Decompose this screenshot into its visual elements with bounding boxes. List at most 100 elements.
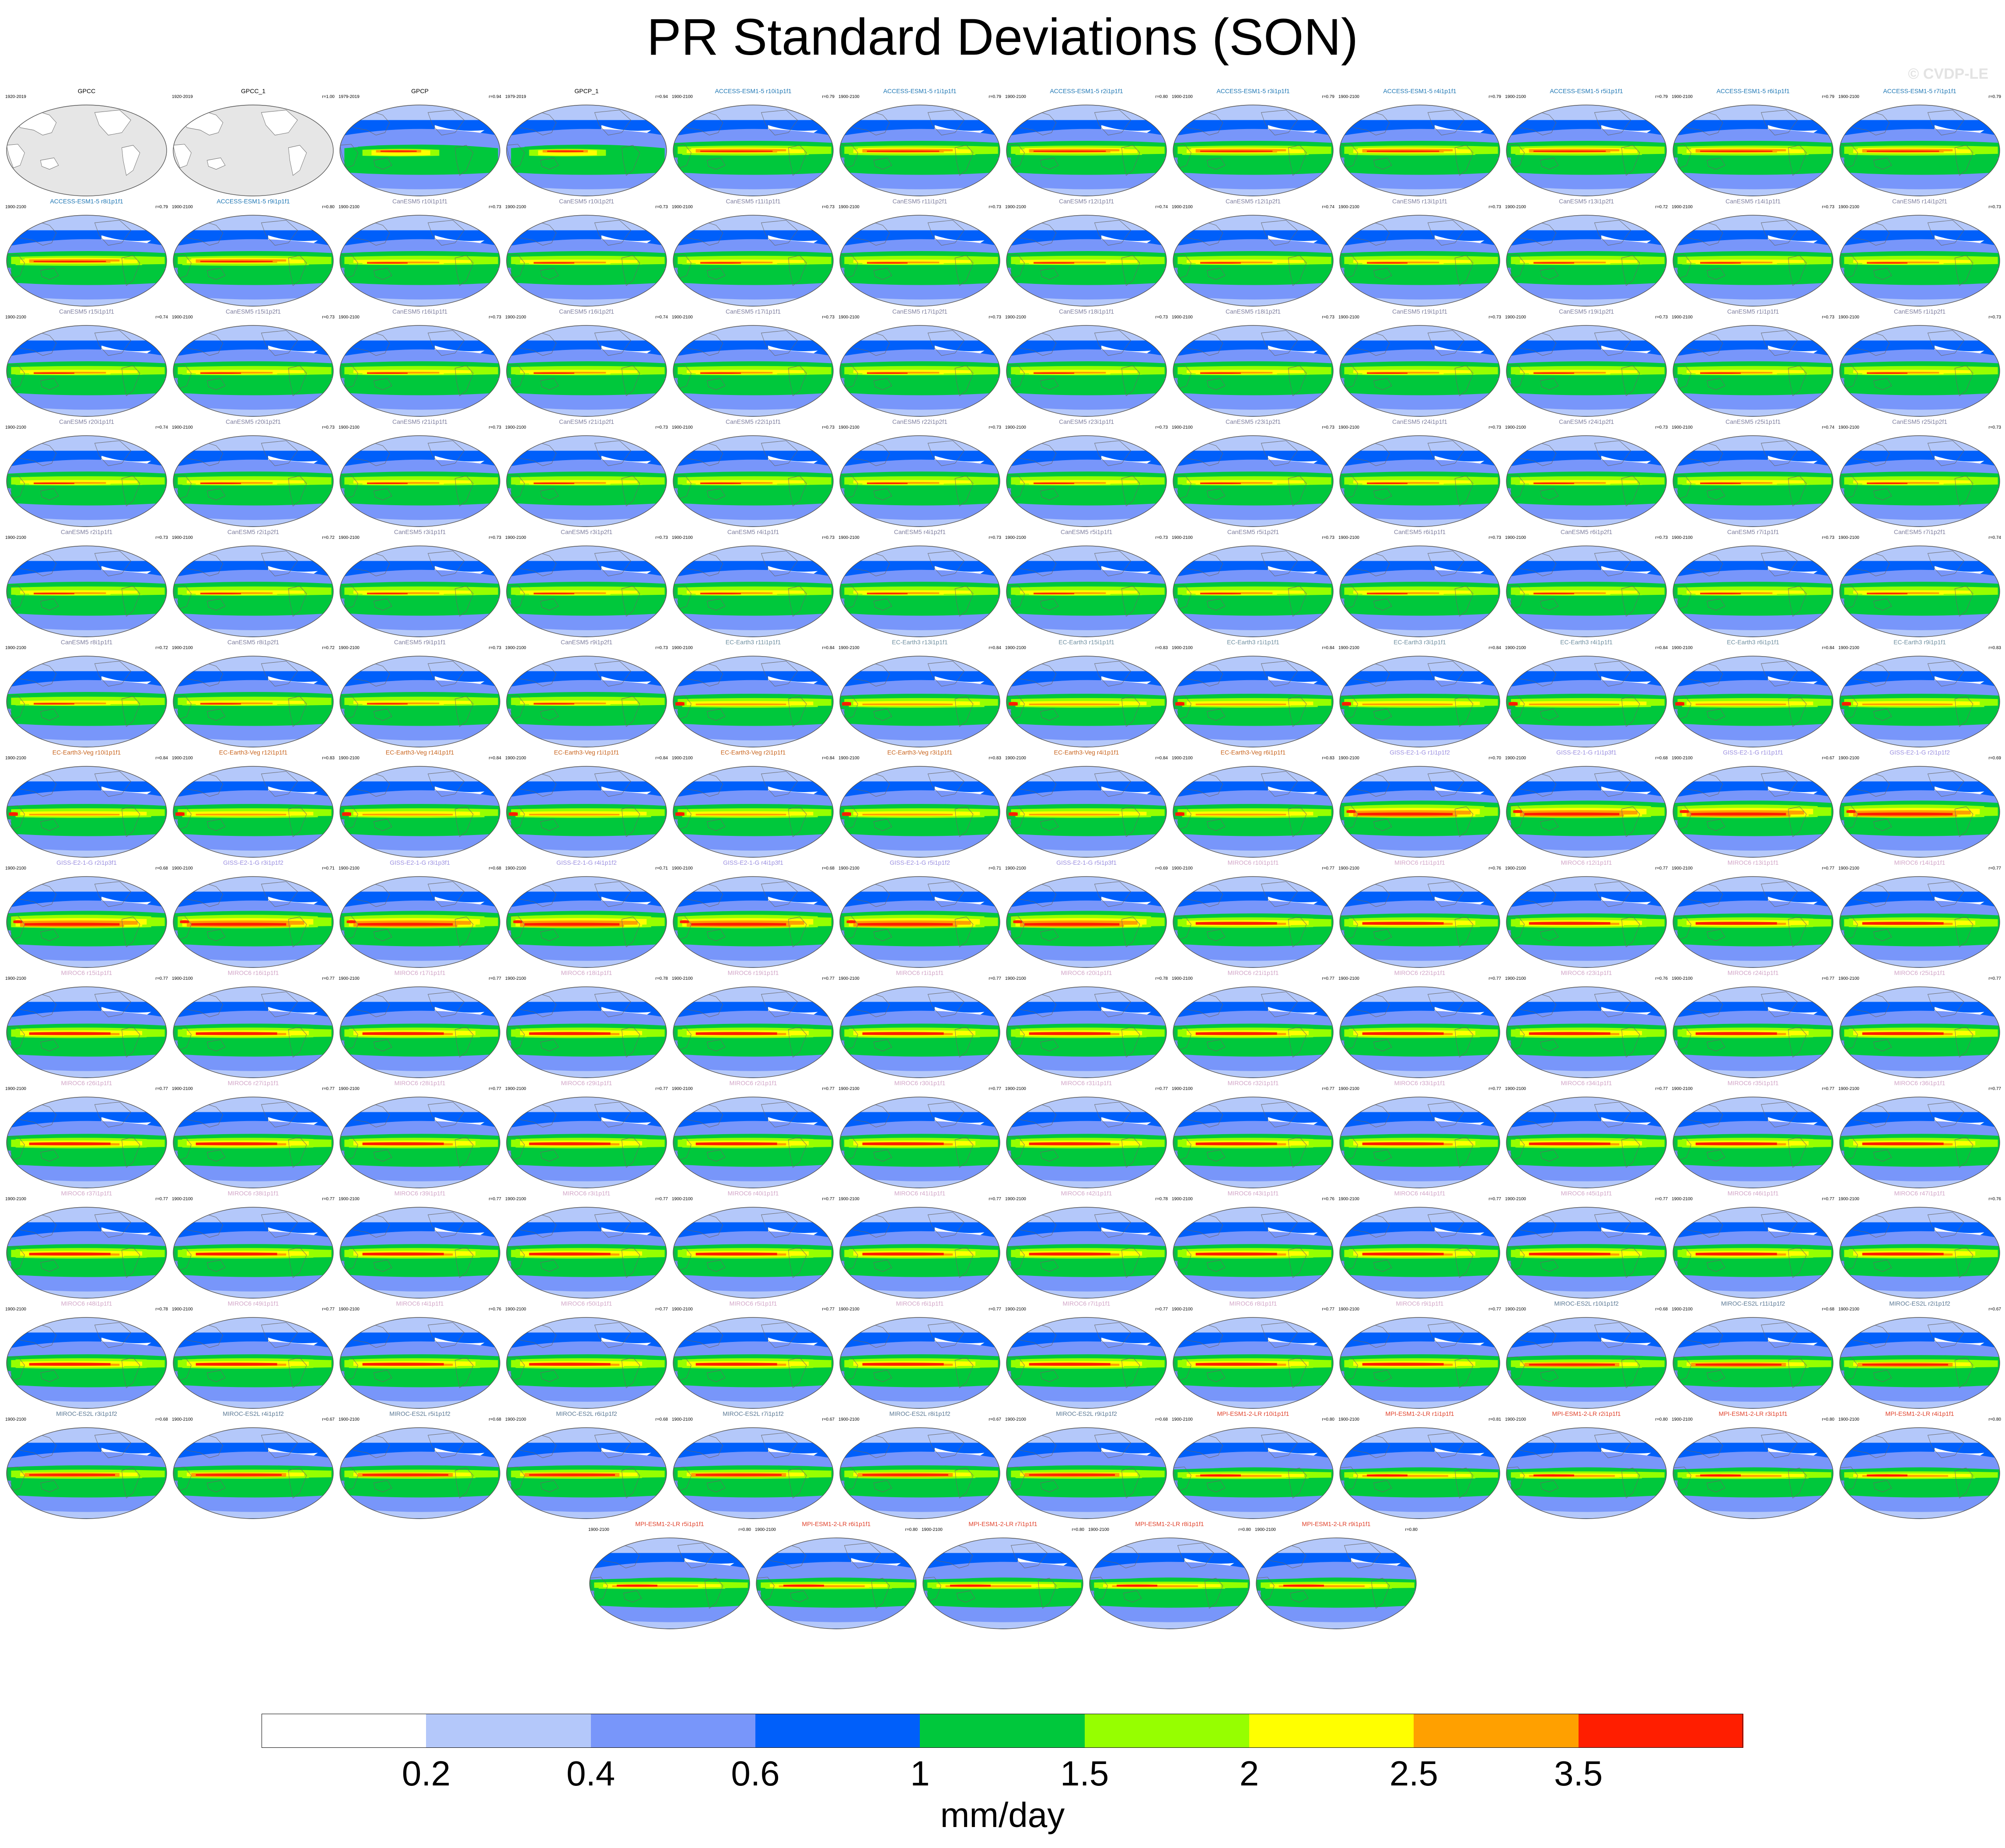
map-panel: MIROC6 r20i1p1f1 1900-2100 r=0.78 [1005,969,1168,1079]
panel-pattern-correlation: r=0.77 [489,1086,501,1091]
panel-years: 1900-2100 [1505,1197,1526,1202]
map-panel: MIROC-ES2L r10i1p1f2 1900-2100 r=0.68 [1505,1300,1668,1409]
map-panel: CanESM5 r15i1p2f1 1900-2100 r=0.73 [172,308,335,417]
panel-years: 1900-2100 [1838,756,1859,761]
map-panel: GISS-E2-1-G r5i1p1f2 1900-2100 r=0.71 [838,859,1001,968]
panel-years: 1900-2100 [838,646,859,650]
panel-pattern-correlation: r=0.73 [1488,205,1501,210]
map-image [1673,1207,1834,1299]
panel-pattern-correlation: r=0.74 [1988,535,2001,540]
map-image [506,215,667,307]
map-panel: CanESM5 r15i1p1f1 1900-2100 r=0.74 [5,308,168,417]
panel-pattern-correlation: r=0.73 [989,315,1001,320]
colorbar-segment [426,1714,591,1748]
panel-title: MPI-ESM1-2-LR r7i1p1f1 [968,1520,1037,1527]
panel-title: ACCESS-ESM1-5 r3i1p1f1 [1216,87,1290,94]
map-panel: CanESM5 r5i1p2f1 1900-2100 r=0.73 [1172,528,1334,638]
map-panel: GISS-E2-1-G r3i1p1f2 1900-2100 r=0.71 [172,859,335,968]
panel-years: 1900-2100 [1505,315,1526,320]
panel-title: EC-Earth3 r11i1p1f1 [725,639,781,646]
map-image [1673,1427,1834,1519]
panel-pattern-correlation: r=0.73 [1488,535,1501,540]
map-panel: MPI-ESM1-2-LR r1i1p1f1 1900-2100 r=0.81 [1338,1410,1501,1520]
map-panel: MIROC6 r39i1p1f1 1900-2100 r=0.77 [339,1190,501,1299]
panel-pattern-correlation: r=0.73 [1822,535,1834,540]
panel-pattern-correlation: r=0.67 [1822,756,1834,761]
map-image [339,215,500,307]
panel-title: CanESM5 r1i1p2f1 [1893,308,1946,315]
panel-pattern-correlation: r=0.73 [822,535,835,540]
panel-pattern-correlation: r=0.77 [989,976,1001,981]
map-panel: EC-Earth3 r13i1p1f1 1900-2100 r=0.84 [838,639,1001,748]
panel-years: 1900-2100 [339,1197,360,1202]
map-panel: MIROC6 r5i1p1f1 1900-2100 r=0.77 [672,1300,835,1409]
map-image [506,1317,667,1409]
panel-years: 1900-2100 [672,535,693,540]
map-image [1673,986,1834,1078]
map-image [339,986,500,1078]
map-panel: MIROC-ES2L r8i1p1f2 1900-2100 r=0.67 [838,1410,1001,1520]
map-panel: MIROC-ES2L r3i1p1f2 1900-2100 r=0.68 [5,1410,168,1520]
panel-pattern-correlation: r=0.74 [155,315,168,320]
map-image [6,876,167,968]
panel-pattern-correlation: r=0.77 [1322,976,1334,981]
map-image [1339,435,1500,527]
panel-pattern-correlation: r=0.77 [822,1197,835,1202]
panel-title: ACCESS-ESM1-5 r8i1p1f1 [50,198,123,205]
panel-years: 1900-2100 [172,646,193,650]
panel-pattern-correlation: r=0.68 [155,866,168,871]
map-panel: EC-Earth3-Veg r10i1p1f1 1900-2100 r=0.84 [5,749,168,858]
panel-title: EC-Earth3-Veg r4i1p1f1 [1054,749,1119,756]
map-panel: CanESM5 r17i1p2f1 1900-2100 r=0.73 [838,308,1001,417]
map-image [1006,545,1167,637]
map-panel: CanESM5 r9i1p2f1 1900-2100 r=0.73 [505,639,668,748]
map-panel: MPI-ESM1-2-LR r10i1p1f1 1900-2100 r=0.80 [1172,1410,1334,1520]
map-panel: MIROC-ES2L r6i1p1f2 1900-2100 r=0.68 [505,1410,668,1520]
panel-title: CanESM5 r7i1p1f1 [1727,528,1779,535]
panel-years: 1900-2100 [672,1086,693,1091]
map-image [1006,325,1167,417]
map-image [839,435,1000,527]
panel-years: 1900-2100 [1672,315,1693,320]
panel-years: 1900-2100 [505,646,526,650]
panel-pattern-correlation: r=0.68 [155,1417,168,1422]
panel-years: 1900-2100 [5,315,26,320]
panel-title: CanESM5 r24i1p2f1 [1558,418,1614,425]
panel-pattern-correlation: r=0.77 [1655,1197,1668,1202]
colorbar-segment [262,1714,427,1748]
panel-pattern-correlation: r=0.77 [155,1197,168,1202]
panel-title: EC-Earth3-Veg r12i1p1f1 [219,749,288,756]
panel-pattern-correlation: r=0.80 [1655,1417,1668,1422]
panel-title: MIROC-ES2L r7i1p1f2 [723,1410,784,1417]
panel-years: 1900-2100 [339,425,360,430]
panel-title: MIROC6 r43i1p1f1 [1227,1190,1279,1197]
map-panel: MIROC6 r11i1p1f1 1900-2100 r=0.76 [1338,859,1501,968]
map-image [1506,545,1667,637]
panel-title: GPCC_1 [241,87,266,94]
panel-pattern-correlation: r=0.77 [655,1307,668,1312]
panel-title: MIROC6 r10i1p1f1 [1227,859,1279,866]
panel-years: 1900-2100 [1255,1527,1276,1532]
panel-pattern-correlation: r=0.84 [1655,646,1668,650]
figure-title: PR Standard Deviations (SON) [646,8,1359,66]
map-image [173,1207,334,1299]
map-panel: MPI-ESM1-2-LR r7i1p1f1 1900-2100 r=0.80 [922,1520,1084,1630]
panel-pattern-correlation: r=0.77 [822,1086,835,1091]
map-panel: CanESM5 r14i1p1f1 1900-2100 r=0.73 [1672,198,1834,307]
map-image [1256,1537,1417,1629]
panel-years: 1900-2100 [1338,1417,1359,1422]
panel-years: 1900-2100 [172,976,193,981]
panel-pattern-correlation: r=0.77 [155,1086,168,1091]
panel-pattern-correlation: r=0.84 [1155,756,1168,761]
panel-years: 1900-2100 [1338,866,1359,871]
panel-title: MIROC6 r48i1p1f1 [61,1300,112,1307]
panel-pattern-correlation: r=0.77 [1988,976,2001,981]
panel-years: 1900-2100 [505,976,526,981]
map-panel: CanESM5 r20i1p1f1 1900-2100 r=0.74 [5,418,168,528]
map-panel: CanESM5 r17i1p1f1 1900-2100 r=0.73 [672,308,835,417]
map-panel: EC-Earth3-Veg r6i1p1f1 1900-2100 r=0.83 [1172,749,1334,858]
map-image [1173,435,1334,527]
colorbar-tick-label: 2 [1239,1754,1259,1793]
colorbar-tick-label: 2.5 [1389,1754,1438,1793]
map-panel: EC-Earth3 r11i1p1f1 1900-2100 r=0.84 [672,639,835,748]
